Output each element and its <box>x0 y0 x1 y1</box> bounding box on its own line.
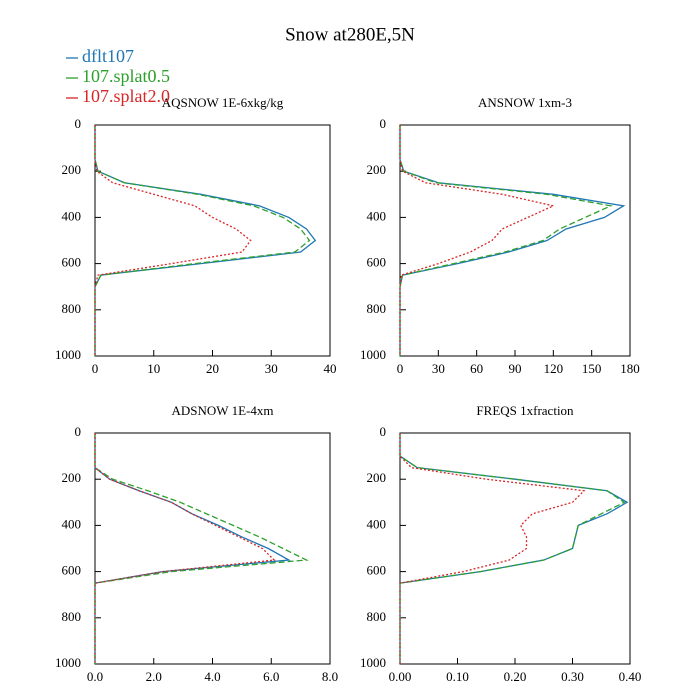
series-line <box>94 125 317 356</box>
y-tick-label: 200 <box>62 162 82 177</box>
panel-title: ANSNOW 1xm-3 <box>478 95 572 110</box>
series-line <box>399 125 614 356</box>
panel-title: AQSNOW 1E-6xkg/kg <box>162 95 284 110</box>
y-tick-label: 400 <box>62 516 82 531</box>
y-tick-label: 1000 <box>55 347 81 362</box>
legend-label: 107.splat2.0 <box>82 86 170 106</box>
x-tick-label: 30 <box>265 361 278 376</box>
series-line <box>94 125 252 356</box>
x-tick-label: 20 <box>206 361 219 376</box>
x-tick-label: 120 <box>544 361 564 376</box>
y-tick-label: 200 <box>367 162 387 177</box>
y-tick-label: 600 <box>62 255 82 270</box>
y-tick-label: 1000 <box>360 655 386 670</box>
x-tick-label: 0.00 <box>389 669 412 684</box>
y-tick-label: 600 <box>367 255 387 270</box>
x-tick-label: 180 <box>620 361 640 376</box>
series-line <box>94 125 311 356</box>
series-line <box>94 433 292 664</box>
plot-frame <box>94 432 331 665</box>
series-line <box>399 125 556 356</box>
series-line <box>399 125 626 356</box>
y-tick-label: 800 <box>62 301 82 316</box>
x-tick-label: 0 <box>92 361 99 376</box>
plot-frame <box>399 432 631 665</box>
x-tick-label: 6.0 <box>263 669 279 684</box>
y-tick-label: 0 <box>380 116 387 131</box>
x-tick-label: 0.40 <box>619 669 642 684</box>
plot-frame <box>399 124 631 357</box>
x-tick-label: 0.20 <box>504 669 527 684</box>
y-tick-label: 400 <box>367 516 387 531</box>
x-tick-label: 0.30 <box>561 669 584 684</box>
series-line <box>94 433 309 664</box>
series-line <box>399 433 626 664</box>
x-tick-label: 10 <box>147 361 160 376</box>
y-tick-label: 800 <box>367 301 387 316</box>
x-tick-label: 90 <box>509 361 522 376</box>
y-tick-label: 0 <box>75 424 82 439</box>
y-tick-label: 1000 <box>55 655 81 670</box>
legend-label: dflt107 <box>82 46 134 66</box>
y-tick-label: 200 <box>62 470 82 485</box>
x-tick-label: 60 <box>470 361 483 376</box>
panel-title: FREQS 1xfraction <box>476 403 574 418</box>
x-tick-label: 30 <box>432 361 445 376</box>
legend-label: 107.splat0.5 <box>82 66 170 86</box>
series-line <box>399 433 586 664</box>
y-tick-label: 400 <box>367 208 387 223</box>
panel-title: ADSNOW 1E-4xm <box>172 403 274 418</box>
y-tick-label: 800 <box>367 609 387 624</box>
x-tick-label: 150 <box>582 361 602 376</box>
y-tick-label: 800 <box>62 609 82 624</box>
plot-frame <box>94 124 331 357</box>
x-tick-label: 4.0 <box>204 669 220 684</box>
y-tick-label: 200 <box>367 470 387 485</box>
x-tick-label: 0.10 <box>446 669 469 684</box>
x-tick-label: 40 <box>324 361 337 376</box>
x-tick-label: 8.0 <box>322 669 338 684</box>
x-tick-label: 0 <box>397 361 404 376</box>
y-tick-label: 400 <box>62 208 82 223</box>
y-tick-label: 600 <box>62 563 82 578</box>
series-line <box>399 433 629 664</box>
x-tick-label: 2.0 <box>146 669 162 684</box>
series-line <box>94 433 276 664</box>
y-tick-label: 0 <box>75 116 82 131</box>
y-tick-label: 0 <box>380 424 387 439</box>
figure-title: Snow at280E,5N <box>285 24 415 45</box>
y-tick-label: 600 <box>367 563 387 578</box>
y-tick-label: 1000 <box>360 347 386 362</box>
x-tick-label: 0.0 <box>87 669 103 684</box>
